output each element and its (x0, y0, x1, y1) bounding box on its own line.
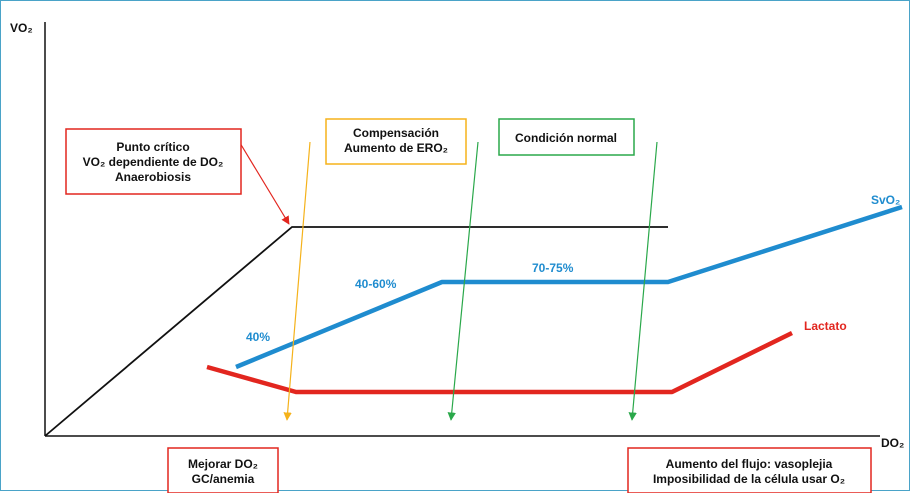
flow-increase-line-2: Imposibilidad de la célula usar O₂ (653, 472, 845, 486)
compensation-line-2: Aumento de ERO₂ (344, 141, 448, 155)
normal-condition-box: Condición normal (498, 118, 635, 156)
compensation-arrow (283, 141, 311, 421)
critical-point-box: Punto crítico VO₂ dependiente de DO₂ Ana… (65, 128, 242, 195)
critical-point-arrow (239, 142, 290, 225)
label-40: 40% (246, 330, 270, 344)
flow-increase-box: Aumento del flujo: vasoplejia Imposibili… (627, 447, 872, 493)
critical-point-line-1: Punto crítico (116, 140, 189, 154)
normal-arrow-left (447, 141, 479, 421)
improve-do2-box: Mejorar DO₂ GC/anemia (167, 447, 279, 493)
improve-do2-line-1: Mejorar DO₂ (188, 457, 258, 471)
compensation-box: Compensación Aumento de ERO₂ (325, 118, 467, 165)
label-40-60: 40-60% (355, 277, 397, 291)
flow-increase-line-1: Aumento del flujo: vasoplejia (666, 457, 833, 471)
lactate-curve (206, 330, 793, 395)
critical-point-line-3: Anaerobiosis (115, 170, 191, 184)
normal-condition-line-1: Condición normal (515, 131, 617, 145)
vo2-curve (44, 226, 668, 437)
lactate-label: Lactato (804, 319, 847, 333)
label-70-75: 70-75% (532, 261, 574, 275)
svo2-curve (235, 204, 903, 370)
svo2-label: SvO₂ (871, 193, 900, 207)
x-axis-label: DO₂ (881, 436, 904, 450)
improve-do2-line-2: GC/anemia (192, 472, 255, 486)
y-axis-label: VO₂ (10, 21, 33, 35)
normal-arrow-right (628, 141, 658, 421)
critical-point-line-2: VO₂ dependiente de DO₂ (83, 155, 224, 169)
compensation-line-1: Compensación (353, 126, 439, 140)
